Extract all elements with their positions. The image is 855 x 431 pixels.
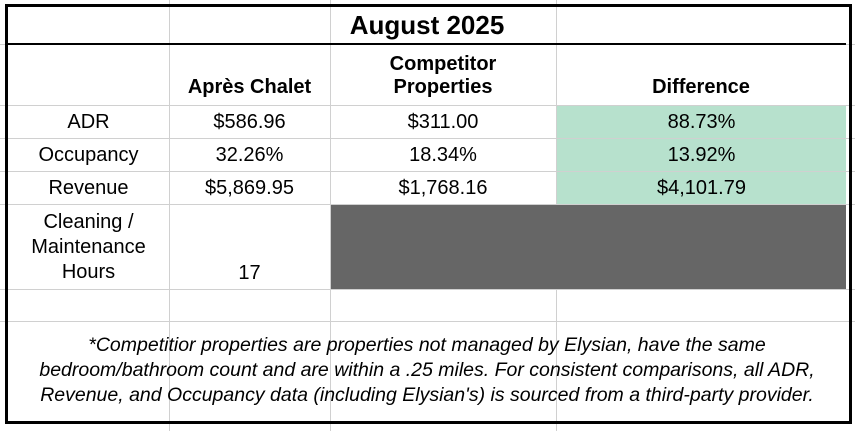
revenue-competitor-value: $1,768.16 (398, 176, 488, 199)
revenue-difference-value: $4,101.79 (557, 172, 846, 204)
gridline (0, 289, 855, 290)
cleaning-hours-value: 17 (238, 262, 261, 284)
adr-competitor-value: $311.00 (407, 110, 479, 133)
blocked-cells (331, 205, 846, 289)
occupancy-apres-value: 32.26% (215, 143, 284, 166)
table-title: August 2025 (8, 7, 846, 45)
gridline (169, 0, 170, 431)
header-apres-chalet: Après Chalet (187, 76, 312, 98)
row-label-cleaning-hours: Cleaning / Maintenance Hours (31, 210, 146, 283)
gridline (330, 0, 331, 431)
adr-difference-value: 88.73% (557, 106, 846, 138)
footnote: *Competitior properties are properties n… (39, 333, 815, 406)
row-label-occupancy: Occupancy (38, 143, 139, 166)
gridline (0, 321, 855, 322)
header-empty (8, 45, 169, 105)
occupancy-competitor-value: 18.34% (409, 143, 477, 166)
adr-apres-value: $586.96 (213, 110, 286, 133)
header-difference: Difference (652, 76, 750, 98)
row-label-adr: ADR (67, 110, 110, 133)
revenue-apres-value: $5,869.95 (205, 176, 294, 199)
gridline (0, 105, 855, 106)
row-label-revenue: Revenue (48, 176, 129, 199)
gridline (0, 204, 855, 205)
header-competitor-properties: Competitor Properties (389, 53, 497, 98)
gridline (0, 171, 855, 172)
gridline (0, 138, 855, 139)
occupancy-difference-value: 13.92% (557, 139, 846, 171)
